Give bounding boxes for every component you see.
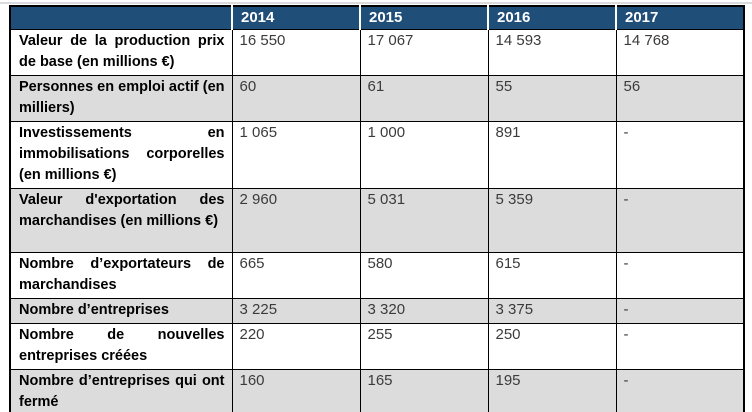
statistics-table: 2014 2015 2016 2017 Valeur de la product… bbox=[9, 5, 745, 412]
value-cell: 16 550 bbox=[231, 28, 361, 76]
value-cell: 5 031 bbox=[359, 187, 489, 253]
value-cell: 3 225 bbox=[231, 297, 361, 324]
table-row: Valeur d'exportation des marchandises (e… bbox=[9, 187, 745, 253]
table-row: Nombre de nouvelles entreprises créées 2… bbox=[9, 322, 745, 370]
value-cell: 580 bbox=[359, 251, 489, 299]
table-row: Personnes en emploi actif (en milliers) … bbox=[9, 74, 745, 122]
header-year-2017: 2017 bbox=[615, 6, 744, 30]
header-year-2014: 2014 bbox=[231, 6, 360, 30]
value-cell: 195 bbox=[487, 368, 617, 412]
row-label: Nombre d’entreprises qui ont fermé bbox=[9, 368, 233, 412]
header-year-2016: 2016 bbox=[487, 6, 616, 30]
header-corner-cell bbox=[10, 6, 232, 30]
table-row: Nombre d’exportateurs de marchandises 66… bbox=[9, 251, 745, 299]
value-cell: 220 bbox=[231, 322, 361, 370]
value-cell: 250 bbox=[487, 322, 617, 370]
value-cell: 165 bbox=[359, 368, 489, 412]
table-row: Nombre d’entreprises qui ont fermé 160 1… bbox=[9, 368, 745, 412]
value-cell: 2 960 bbox=[231, 187, 361, 253]
value-cell: 3 375 bbox=[487, 297, 617, 324]
value-cell: 615 bbox=[487, 251, 617, 299]
value-cell: 1 065 bbox=[231, 120, 361, 189]
value-cell: 665 bbox=[231, 251, 361, 299]
row-label: Valeur de la production prix de base (en… bbox=[9, 28, 233, 76]
value-cell: 255 bbox=[359, 322, 489, 370]
row-label: Valeur d'exportation des marchandises (e… bbox=[9, 187, 233, 253]
value-cell: - bbox=[615, 322, 745, 370]
value-cell: 17 067 bbox=[359, 28, 489, 76]
value-cell: - bbox=[615, 120, 745, 189]
value-cell: - bbox=[615, 368, 745, 412]
table-row: Nombre d’entreprises 3 225 3 320 3 375 - bbox=[9, 297, 745, 324]
row-label: Investissements en immobilisations corpo… bbox=[9, 120, 233, 189]
row-label: Nombre d’exportateurs de marchandises bbox=[9, 251, 233, 299]
value-cell: 5 359 bbox=[487, 187, 617, 253]
value-cell: 14 593 bbox=[487, 28, 617, 76]
value-cell: 56 bbox=[615, 74, 745, 122]
value-cell: 14 768 bbox=[615, 28, 745, 76]
table-header-row: 2014 2015 2016 2017 bbox=[10, 6, 744, 30]
page-top-divider bbox=[0, 2, 752, 4]
value-cell: 61 bbox=[359, 74, 489, 122]
value-cell: - bbox=[615, 251, 745, 299]
header-year-2015: 2015 bbox=[359, 6, 488, 30]
value-cell: 1 000 bbox=[359, 120, 489, 189]
table-row: Valeur de la production prix de base (en… bbox=[9, 28, 745, 76]
row-label: Personnes en emploi actif (en milliers) bbox=[9, 74, 233, 122]
value-cell: 3 320 bbox=[359, 297, 489, 324]
table-row: Investissements en immobilisations corpo… bbox=[9, 120, 745, 189]
row-label: Nombre d’entreprises bbox=[9, 297, 233, 324]
value-cell: 160 bbox=[231, 368, 361, 412]
value-cell: - bbox=[615, 187, 745, 253]
value-cell: 891 bbox=[487, 120, 617, 189]
value-cell: - bbox=[615, 297, 745, 324]
row-label: Nombre de nouvelles entreprises créées bbox=[9, 322, 233, 370]
value-cell: 55 bbox=[487, 74, 617, 122]
value-cell: 60 bbox=[231, 74, 361, 122]
